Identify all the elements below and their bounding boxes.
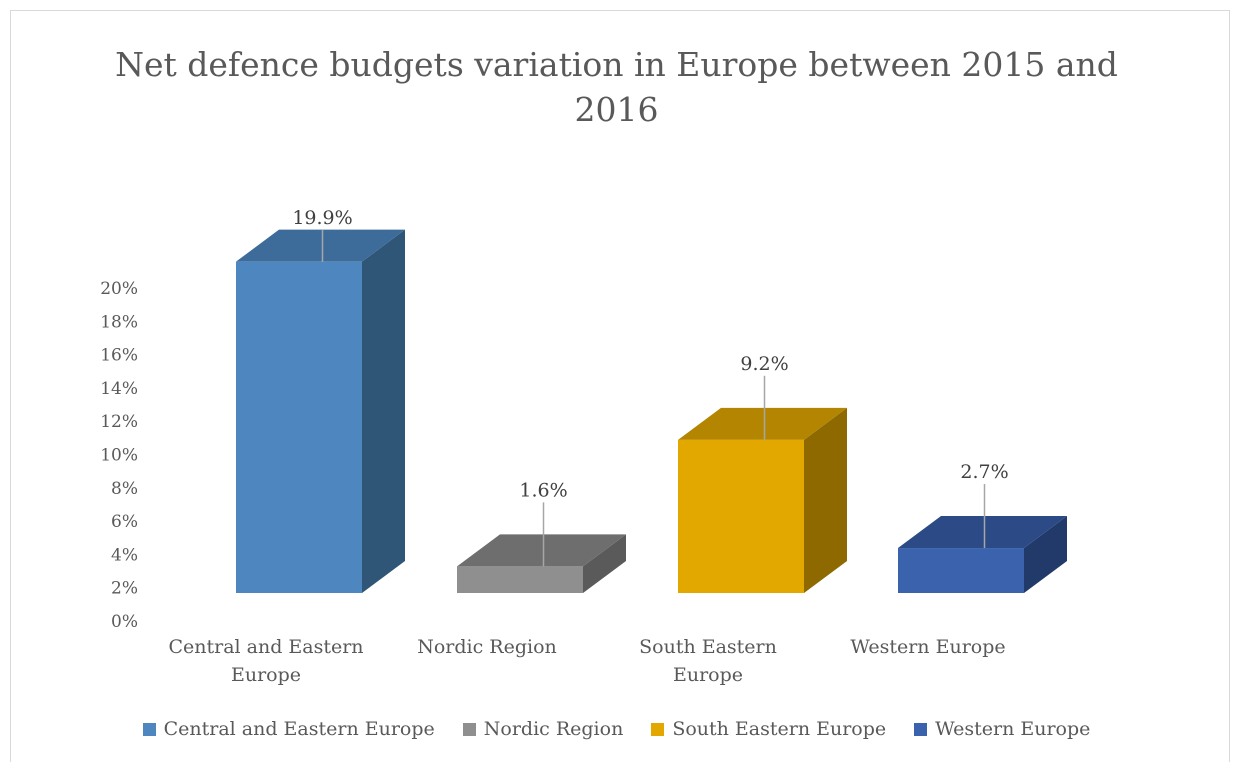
chart-title: Net defence budgets variation in Europe … <box>0 42 1233 132</box>
y-tick-label: 8% <box>111 479 138 499</box>
chart-title-line-2: 2016 <box>574 90 659 129</box>
legend-swatch <box>651 722 665 736</box>
bar <box>236 261 362 593</box>
category-label: Western Europe <box>850 636 1005 658</box>
data-label: 2.7% <box>960 461 1008 483</box>
y-tick-label: 18% <box>100 312 138 332</box>
y-tick-label: 2% <box>111 579 138 599</box>
category-label: Central and Eastern <box>168 636 363 658</box>
data-label: 9.2% <box>740 353 788 375</box>
legend-label: Nordic Region <box>483 718 624 740</box>
legend-label: Central and Eastern Europe <box>163 718 435 740</box>
bar <box>898 548 1024 593</box>
bar-side <box>362 229 405 594</box>
legend-swatch <box>462 722 476 736</box>
y-tick-label: 14% <box>100 379 138 399</box>
bar-top <box>457 534 626 567</box>
bar-side <box>804 407 847 593</box>
bar-side <box>583 534 626 593</box>
chart-title-line-1: Net defence budgets variation in Europe … <box>115 45 1118 84</box>
y-tick-label: 12% <box>100 412 138 432</box>
y-tick-label: 20% <box>100 279 138 299</box>
bar-top <box>236 229 405 262</box>
legend-item: Nordic Region <box>462 718 624 740</box>
bar-side <box>1024 516 1067 593</box>
legend-item: Western Europe <box>914 718 1090 740</box>
bar-top <box>678 407 847 440</box>
y-tick-label: 6% <box>111 512 138 532</box>
legend-swatch <box>914 722 928 736</box>
legend-swatch <box>142 722 156 736</box>
legend-item: South Eastern Europe <box>651 718 886 740</box>
category-label: Europe <box>673 664 743 686</box>
y-tick-label: 4% <box>111 545 138 565</box>
chart-legend: Central and Eastern Europe Nordic Region S… <box>0 718 1233 740</box>
bar <box>457 566 583 593</box>
category-label: Europe <box>231 664 301 686</box>
y-tick-label: 10% <box>100 446 138 466</box>
category-label: Nordic Region <box>417 636 557 658</box>
legend-label: South Eastern Europe <box>672 718 887 740</box>
data-label: 1.6% <box>519 479 567 501</box>
category-label: South Eastern <box>639 636 777 658</box>
chart-frame <box>10 10 1230 762</box>
data-label: 19.9% <box>292 207 352 229</box>
legend-label: Western Europe <box>935 718 1091 740</box>
bar-top <box>898 516 1067 549</box>
y-tick-label: 0% <box>111 612 138 632</box>
bar <box>678 439 804 593</box>
legend-item: Central and Eastern Europe <box>142 718 435 740</box>
y-tick-label: 16% <box>100 346 138 366</box>
